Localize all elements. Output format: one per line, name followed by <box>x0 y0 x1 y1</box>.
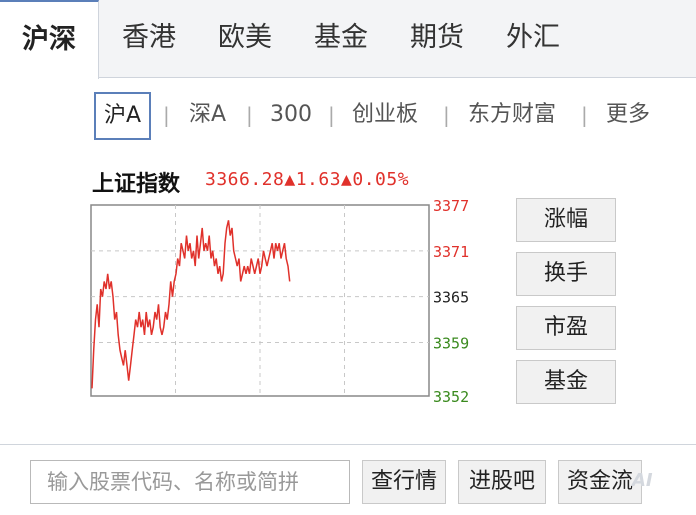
y-tick-label: 3377 <box>433 197 469 215</box>
capital-flow-button[interactable]: 资金流 <box>558 460 642 504</box>
fund-button[interactable]: 基金 <box>516 360 616 404</box>
stock-forum-button[interactable]: 进股吧 <box>458 460 546 504</box>
rank-by-pe-button[interactable]: 市盈 <box>516 306 616 350</box>
watermark: AI <box>632 470 653 491</box>
quote-lookup-button[interactable]: 查行情 <box>362 460 446 504</box>
y-tick-label: 3371 <box>433 243 469 261</box>
stock-search-input[interactable]: 输入股票代码、名称或简拼 <box>30 460 350 504</box>
section-divider <box>0 444 696 445</box>
y-tick-label: 3352 <box>433 388 469 406</box>
y-tick-label: 3365 <box>433 289 469 307</box>
rank-by-turnover-button[interactable]: 换手 <box>516 252 616 296</box>
chart-y-tick-labels: 3377 3371 3365 3359 3352 <box>433 197 469 406</box>
y-tick-label: 3359 <box>433 335 469 353</box>
rank-by-gain-button[interactable]: 涨幅 <box>516 198 616 242</box>
